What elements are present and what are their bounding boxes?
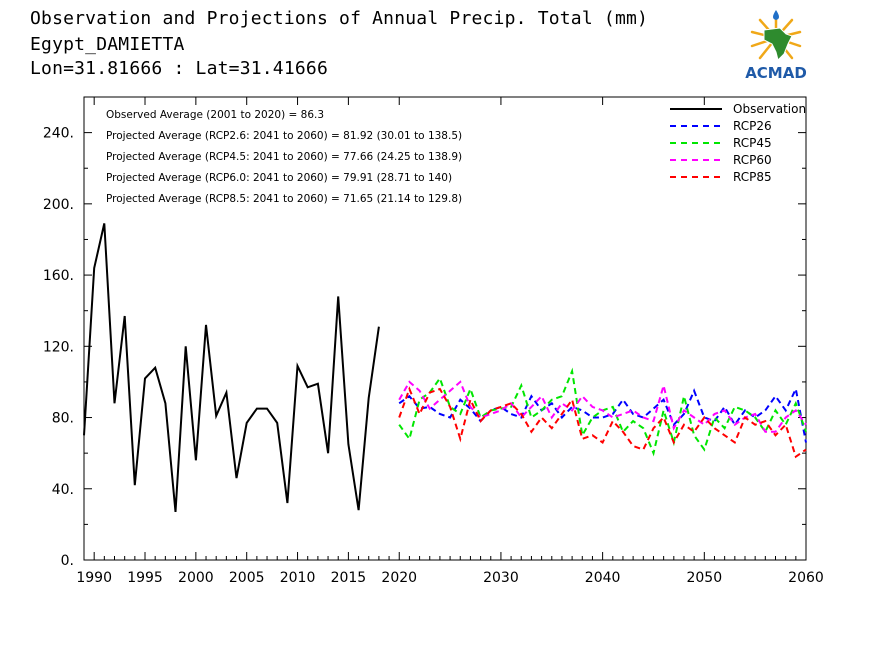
y-tick-label: 200. [43, 197, 74, 213]
series-line-rcp26 [398, 385, 807, 443]
series-line-rcp85 [398, 386, 807, 459]
annotation-text: Observed Average (2001 to 2020) = 86.3 [106, 109, 324, 121]
x-tick-label: 2050 [686, 570, 722, 586]
legend-label-rcp85: RCP85 [733, 170, 772, 184]
legend-label-rcp45: RCP45 [733, 136, 772, 150]
annotation-text: Projected Average (RCP6.0: 2041 to 2060)… [106, 172, 452, 184]
legend-label-rcp60: RCP60 [733, 153, 772, 167]
x-tick-label: 2040 [585, 570, 621, 586]
series-line-rcp60 [398, 380, 807, 433]
coordinates-label: Lon=31.81666 : Lat=31.41666 [30, 58, 328, 79]
x-tick-label: 2005 [229, 570, 265, 586]
x-tick-label: 1990 [76, 570, 112, 586]
x-tick-label: 1995 [127, 570, 163, 586]
y-tick-label: 160. [43, 268, 74, 284]
y-tick-label: 40. [52, 482, 74, 498]
location-label: Egypt_DAMIETTA [30, 34, 185, 55]
annotation-text: Projected Average (RCP2.6: 2041 to 2060)… [106, 130, 462, 142]
y-tick-label: 80. [52, 411, 74, 427]
chart-title: Observation and Projections of Annual Pr… [30, 8, 649, 29]
legend-label-rcp26: RCP26 [733, 119, 772, 133]
y-tick-label: 120. [43, 339, 74, 355]
x-tick-label: 2020 [381, 570, 417, 586]
acmad-logo-icon [750, 10, 802, 61]
acmad-logo-text: ACMAD [745, 64, 807, 82]
annotation-text: Projected Average (RCP8.5: 2041 to 2060)… [106, 193, 462, 205]
y-tick-label: 0. [61, 553, 74, 569]
x-tick-label: 2015 [331, 570, 367, 586]
legend-label-observation: Observation [733, 102, 806, 116]
annotation-text: Projected Average (RCP4.5: 2041 to 2060)… [106, 151, 462, 163]
series-line-observation [83, 223, 380, 512]
y-tick-label: 240. [43, 126, 74, 142]
x-tick-label: 2000 [178, 570, 214, 586]
plot-frame [83, 96, 807, 561]
x-tick-label: 2010 [280, 570, 316, 586]
x-tick-label: 2030 [483, 570, 519, 586]
x-tick-label: 2060 [788, 570, 824, 586]
